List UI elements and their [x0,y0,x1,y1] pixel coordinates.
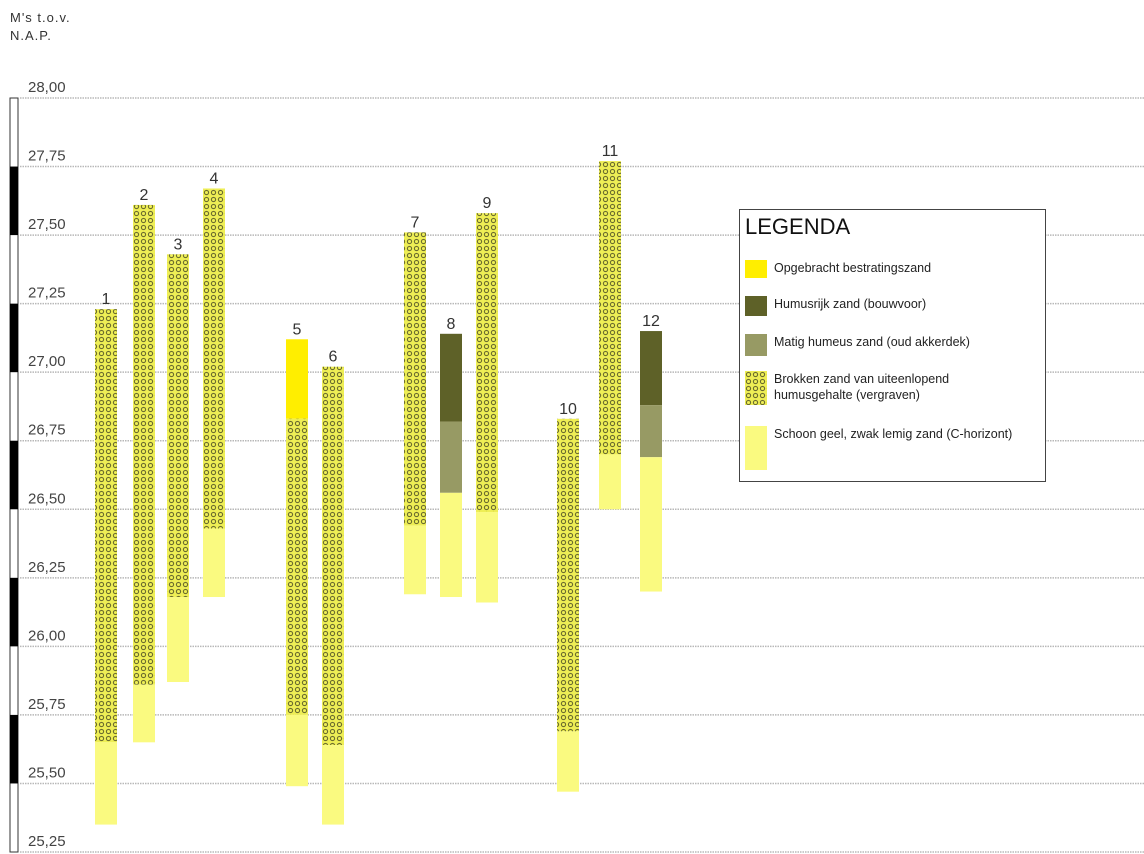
boring-9-segment-schoon [476,512,498,603]
legend-label-matig: Matig humeus zand (oud akkerdek) [774,335,970,349]
boring-11-segment-schoon [599,454,621,510]
boring-column-6: 6 [322,349,344,825]
boring-4-segment-schoon [203,528,225,598]
boring-label-7: 7 [411,214,420,231]
y-tick-label-1: 27,75 [28,148,66,165]
boring-label-4: 4 [210,170,219,187]
y-tick-label-8: 26,00 [28,627,66,644]
boring-column-10: 10 [557,401,579,792]
boring-7-segment-schoon [404,525,426,595]
legend-box: LEGENDA Opgebracht bestratingszand Humus… [739,209,1046,482]
legend-item-bestratingszand: Opgebracht bestratingszand [745,260,1040,278]
boring-11-segment-brokken [599,161,621,455]
boring-label-9: 9 [483,195,492,212]
boring-column-12: 12 [640,313,662,592]
ruler-segment-4 [10,714,18,784]
boring-3-segment-schoon [167,597,189,683]
boring-6-segment-brokken [322,366,344,746]
boring-column-5: 5 [286,321,308,787]
boring-column-8: 8 [440,316,462,598]
legend-swatch-humusrijk [745,296,767,316]
boring-2-segment-brokken [133,204,155,685]
legend-label-schoon: Schoon geel, zwak lemig zand (C-horizont… [774,427,1013,441]
boring-label-6: 6 [329,349,338,366]
y-tick-label-7: 26,25 [28,559,66,576]
boring-4-segment-brokken [203,188,225,529]
boring-label-10: 10 [559,401,577,418]
boring-label-12: 12 [642,313,660,330]
boring-1-segment-schoon [95,742,117,825]
y-tick-label-5: 26,75 [28,422,66,439]
boring-8-segment-schoon [440,492,462,598]
legend-item-humusrijk: Humusrijk zand (bouwvoor) [745,296,1040,316]
legend-title: LEGENDA [745,214,851,239]
legend-item-schoon: Schoon geel, zwak lemig zand (C-horizont… [745,426,1040,470]
boring-label-8: 8 [447,316,456,333]
boring-7-segment-brokken [404,232,426,526]
ruler-segment-1 [10,303,18,373]
legend-label-humusrijk: Humusrijk zand (bouwvoor) [774,297,927,311]
boring-6-segment-schoon [322,745,344,825]
boring-8-segment-humusrijk [440,333,462,422]
legend-item-brokken: Brokken zand van uiteenlopend humusgehal… [745,371,1040,405]
boring-5-segment-schoon [286,714,308,787]
ruler-segment-3 [10,577,18,647]
y-tick-label-0: 28,00 [28,79,66,96]
y-tick-label-11: 25,25 [28,833,66,850]
legend-swatch-matig [745,334,767,356]
legend-label-bestratingszand: Opgebracht bestratingszand [774,261,932,275]
ruler-segment-2 [10,440,18,510]
y-tick-labels: 28,00 27,75 27,50 27,25 27,00 26,75 26,50 26,25… [28,79,66,850]
boring-9-segment-brokken [476,213,498,513]
legend-label-brokken: Brokken zand van uiteenlopend humusgehal… [774,372,950,402]
boring-label-5: 5 [293,321,302,338]
legend-swatch-brokken [745,371,767,405]
boring-column-2: 2 [133,187,155,743]
boring-12-segment-matig [640,405,662,458]
boring-column-7: 7 [404,214,426,595]
y-axis-title-line-1: M's t.o.v. [10,10,71,25]
boring-3-segment-brokken [167,254,189,598]
boring-column-3: 3 [167,236,189,683]
depth-ruler [9,97,19,853]
boring-column-4: 4 [203,170,225,598]
y-tick-label-2: 27,50 [28,216,66,233]
legend-item-matig: Matig humeus zand (oud akkerdek) [745,334,1040,356]
legend-swatch-bestratingszand [745,260,767,278]
boring-10-segment-schoon [557,731,579,792]
y-tick-label-3: 27,25 [28,285,66,302]
y-tick-label-10: 25,50 [28,764,66,781]
legend-swatch-schoon [745,426,767,470]
boring-column-1: 1 [95,291,117,825]
boring-2-segment-schoon [133,684,155,743]
boring-label-3: 3 [174,236,183,253]
boring-label-2: 2 [140,187,149,204]
boring-12-segment-schoon [640,457,662,592]
boring-8-segment-matig [440,421,462,493]
y-tick-label-6: 26,50 [28,490,66,507]
boring-10-segment-brokken [557,418,579,732]
boring-label-1: 1 [102,291,111,308]
boring-column-9: 9 [476,195,498,603]
boring-5-segment-brokken [286,418,308,715]
boring-label-11: 11 [602,143,619,160]
y-tick-label-9: 25,75 [28,696,66,713]
ruler-segment-0 [10,166,18,236]
boring-column-11: 11 [599,143,621,510]
boring-5-segment-bestratingszand [286,339,308,419]
boring-1-segment-brokken [95,309,117,743]
y-axis-title-line-2: N.A.P. [10,28,52,43]
boring-12-segment-humusrijk [640,331,662,406]
y-tick-label-4: 27,00 [28,353,66,370]
